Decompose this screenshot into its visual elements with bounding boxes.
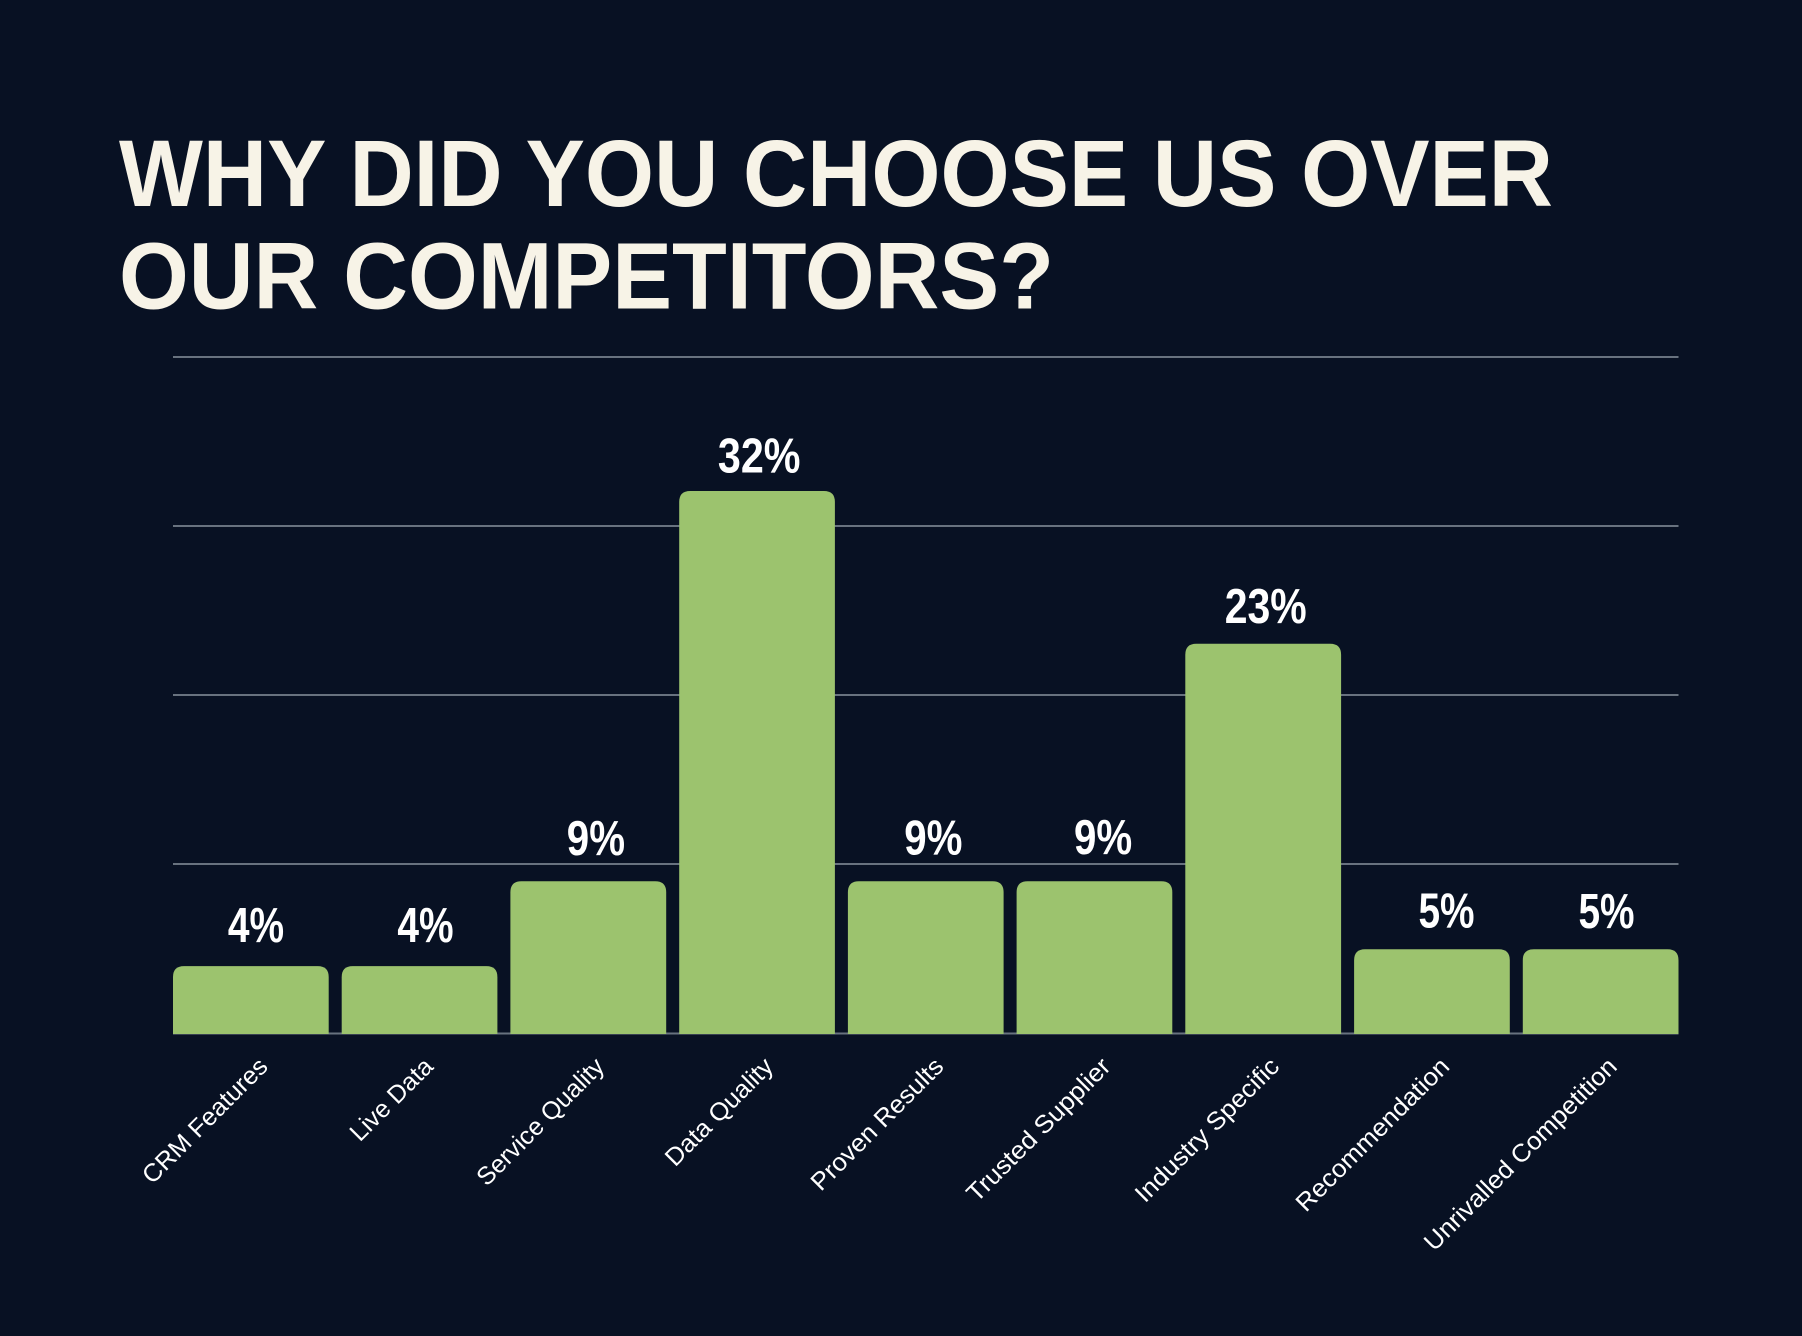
svg-text:4%: 4% [228,899,284,953]
svg-text:4%: 4% [397,899,453,953]
svg-text:5%: 5% [1418,884,1474,938]
svg-text:5%: 5% [1578,885,1634,939]
svg-text:23%: 23% [1225,580,1307,634]
svg-text:32%: 32% [718,429,801,483]
svg-text:OUR COMPETITORS?: OUR COMPETITORS? [119,224,1054,330]
svg-text:9%: 9% [904,812,962,866]
svg-text:WHY DID YOU CHOOSE US OVER: WHY DID YOU CHOOSE US OVER [119,121,1553,227]
svg-text:9%: 9% [1074,811,1132,865]
svg-text:9%: 9% [567,812,625,866]
